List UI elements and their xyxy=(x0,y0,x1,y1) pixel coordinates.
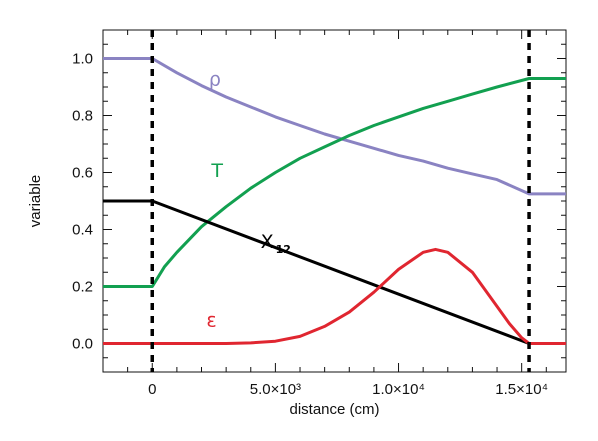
series-label-subscript: 12 xyxy=(276,243,291,256)
x-axis-label: distance (cm) xyxy=(289,401,379,418)
y-tick-label: 0.8 xyxy=(72,108,93,125)
plot-area: 0 5.0×10³ 1.0×10⁴ 1.5×10⁴ 0.0 0.2 0.4 0.6 0.8 1.0… xyxy=(72,29,567,399)
y-tick-label: 1.0 xyxy=(72,51,93,68)
series-label-text: X xyxy=(261,231,274,253)
series-label-2: X 12 xyxy=(261,231,291,256)
y-tick-label: 0.6 xyxy=(72,165,93,182)
y-tick-label: 0.0 xyxy=(72,336,93,353)
vertical-reference-lines xyxy=(150,30,531,372)
x-tick-label: 0 xyxy=(148,381,156,398)
x-tick-label: 1.5×10⁴ xyxy=(495,381,548,398)
series-layer xyxy=(103,57,566,345)
tick-labels: 0 5.0×10³ 1.0×10⁴ 1.5×10⁴ 0.0 0.2 0.4 0.6 0.8 1.0 xyxy=(72,51,548,399)
y-tick-label: 0.4 xyxy=(72,222,93,239)
series-line-0 xyxy=(103,57,566,196)
x-tick-label: 5.0×10³ xyxy=(250,381,301,398)
series-line-3 xyxy=(103,247,566,345)
series-line-1 xyxy=(103,77,566,288)
series-label-text: T xyxy=(210,160,223,182)
series-label-text: ρ xyxy=(209,69,221,91)
y-axis-label: variable xyxy=(27,175,44,228)
series-label-1: T xyxy=(210,160,223,182)
x-tick-label: 1.0×10⁴ xyxy=(372,381,425,398)
series-label-3: ε xyxy=(206,309,216,331)
y-tick-label: 0.2 xyxy=(72,279,93,296)
series-annotations: ρ T X 12 ε xyxy=(206,69,291,332)
series-label-text: ε xyxy=(206,309,216,331)
series-label-0: ρ xyxy=(209,69,221,91)
